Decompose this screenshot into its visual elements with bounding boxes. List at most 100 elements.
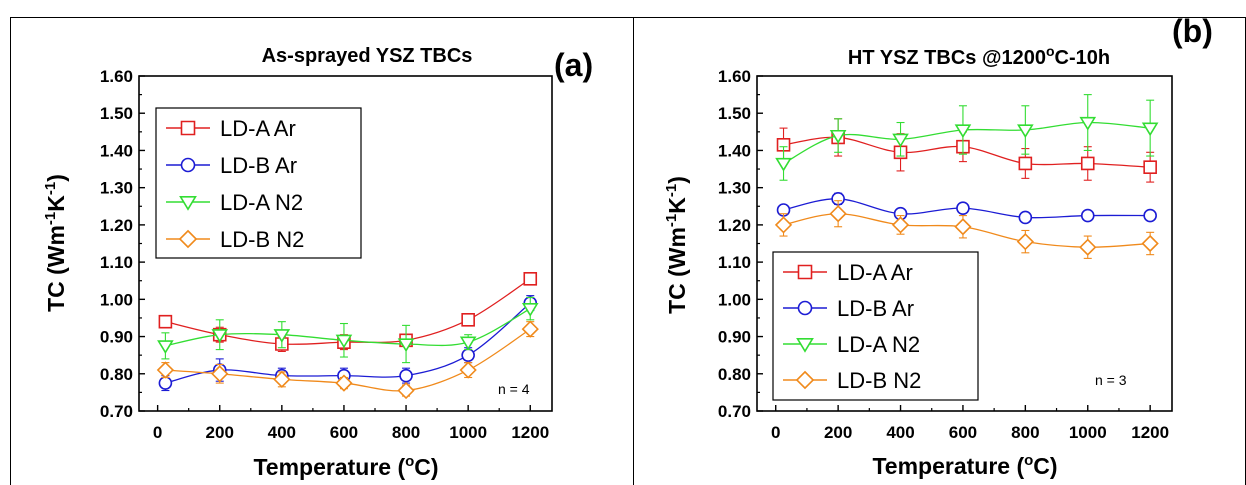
chart-b-legend-marker [797, 300, 813, 316]
chart-b-legend-label: LD-B Ar [837, 296, 914, 321]
chart-a-legend-marker [179, 196, 197, 211]
chart-a-legend-label: LD-A N2 [220, 190, 303, 215]
chart-a-y-tick-label: 1.00 [100, 290, 133, 309]
chart-b-ticks: 0.70 0.80 0.90 1.00 1.10 1.20 1.30 1.40 1.50 1.60… [718, 67, 1169, 442]
chart-a-legend-entry: LD-B Ar [166, 153, 297, 178]
chart-a-x-tick-label: 0 [153, 423, 162, 442]
chart-a-y-tick-label: 1.50 [100, 104, 133, 123]
chart-a-x-tick-label: 600 [330, 423, 358, 442]
chart-b-x-axis-label: Temperature (oC) [872, 452, 1057, 479]
chart-a-y-tick-label: 0.80 [100, 365, 133, 384]
chart-a-legend-entry: LD-A Ar [166, 116, 296, 141]
chart-a-data-point [157, 340, 174, 355]
chart-b-y-tick-label: 1.60 [718, 67, 751, 86]
chart-b-y-tick-label: 1.20 [718, 216, 751, 235]
chart-b-x-tick-label: 800 [1011, 423, 1039, 442]
chart-a-data-point [211, 329, 229, 343]
chart-a-legend-label: LD-A Ar [220, 116, 296, 141]
chart-b-legend-entry: LD-A N2 [783, 332, 920, 357]
chart-a-x-tick-label: 1000 [449, 423, 487, 442]
chart-panel-b: HT YSZ TBCs @1200oC-10h (b) 0.70 0.80 0.90… [663, 13, 1213, 479]
chart-a-data-point [399, 368, 413, 383]
chart-a-y-axis-label: TC (Wm-1K-1) [42, 174, 69, 312]
chart-b-data-point [1018, 156, 1033, 171]
chart-b-data-point [829, 205, 847, 223]
chart-b-data-point [1080, 156, 1095, 171]
chart-a-data-point [158, 376, 173, 390]
chart-b-data-point [1017, 124, 1034, 139]
chart-b-data-point [1079, 116, 1097, 131]
chart-a-data-point [521, 320, 539, 338]
chart-b-x-tick-label: 1000 [1069, 423, 1107, 442]
chart-b-data-point [1143, 208, 1157, 223]
chart-b-y-tick-label: 0.90 [718, 328, 751, 347]
chart-b-legend-label: LD-A Ar [837, 260, 913, 285]
chart-a-data-point [273, 370, 291, 388]
chart-b-series-ld-a-n2 [775, 94, 1159, 181]
chart-b-series-ld-b-n2 [774, 200, 1159, 259]
chart-b-x-tick-label: 400 [886, 423, 914, 442]
chart-b-series-ld-b-ar [776, 192, 1157, 225]
chart-b-data-point [1079, 238, 1097, 256]
chart-a-data-point [459, 336, 477, 351]
chart-b-legend-entry: LD-A Ar [783, 260, 913, 285]
chart-b-legend-label: LD-B N2 [837, 368, 921, 393]
chart-b-y-tick-label: 1.50 [718, 104, 751, 123]
chart-b-x-tick-label: 200 [824, 423, 852, 442]
chart-a-y-tick-label: 1.40 [100, 141, 133, 160]
chart-a-y-tick-label: 1.10 [100, 253, 133, 272]
chart-b-data-point [892, 133, 909, 148]
chart-b-y-axis-label: TC (Wm-1K-1) [663, 176, 690, 314]
chart-b-data-point [1141, 234, 1159, 253]
chart-b-data-point [956, 201, 970, 215]
panel-label-b: (b) [1172, 13, 1213, 49]
chart-b-data-point [1016, 233, 1034, 251]
chart-b-data-point [1018, 210, 1033, 225]
chart-panel-a: As-sprayed YSZ TBCs (a) 0.70 0.80 0.90 1.00… [42, 45, 593, 480]
chart-b-y-tick-label: 1.40 [718, 141, 751, 160]
chart-b-data-point [774, 216, 793, 234]
chart-b-legend-marker [796, 338, 814, 353]
chart-b-note: n = 3 [1095, 372, 1127, 388]
chart-a-legend-label: LD-B N2 [220, 227, 304, 252]
chart-a-x-axis-label: Temperature (oC) [253, 453, 438, 480]
chart-b-data-point [891, 216, 910, 234]
chart-b-legend-entry: LD-B N2 [783, 368, 921, 393]
chart-a-title: As-sprayed YSZ TBCs [262, 45, 473, 67]
chart-b-data-point [954, 124, 972, 139]
chart-a-x-tick-label: 800 [392, 423, 420, 442]
chart-b-y-tick-label: 1.10 [718, 253, 751, 272]
chart-b-data-point [776, 138, 791, 152]
chart-a-data-point [156, 361, 175, 379]
chart-b-data-point [829, 129, 847, 144]
chart-b-data-point [1143, 160, 1157, 174]
chart-a-y-tick-label: 1.30 [100, 179, 133, 198]
chart-a-series-ld-b-n2 [156, 320, 539, 400]
panel-label-a: (a) [554, 47, 593, 83]
chart-a-data-point [521, 303, 539, 317]
chart-a-data-point [523, 272, 538, 286]
chart-a-data-point [397, 338, 415, 353]
chart-b-y-tick-label: 0.70 [718, 402, 751, 421]
chart-a-y-tick-label: 0.70 [100, 402, 133, 421]
chart-b-x-tick-label: 600 [949, 423, 977, 442]
chart-a-x-tick-label: 200 [206, 423, 234, 442]
chart-a-data-point [211, 365, 229, 383]
chart-a-data-point [335, 374, 353, 392]
chart-a-legend-entry: LD-A N2 [166, 190, 303, 215]
chart-b-series [774, 94, 1159, 259]
chart-b-data-point [1080, 208, 1095, 223]
chart-a-data-point [273, 329, 291, 343]
chart-a-legend-marker [180, 157, 196, 173]
chart-b-data-point [1141, 122, 1159, 137]
chart-a-x-tick-label: 400 [268, 423, 296, 442]
chart-b-legend-marker [797, 264, 813, 280]
chart-b-x-tick-label: 1200 [1131, 423, 1169, 442]
chart-a-y-tick-label: 1.60 [100, 67, 133, 86]
chart-b-y-tick-label: 1.00 [718, 290, 751, 309]
chart-a-series-ld-a-n2 [157, 296, 539, 364]
chart-b-y-tick-label: 1.30 [718, 179, 751, 198]
chart-a-y-tick-label: 0.90 [100, 328, 133, 347]
chart-a-note: n = 4 [498, 381, 530, 397]
